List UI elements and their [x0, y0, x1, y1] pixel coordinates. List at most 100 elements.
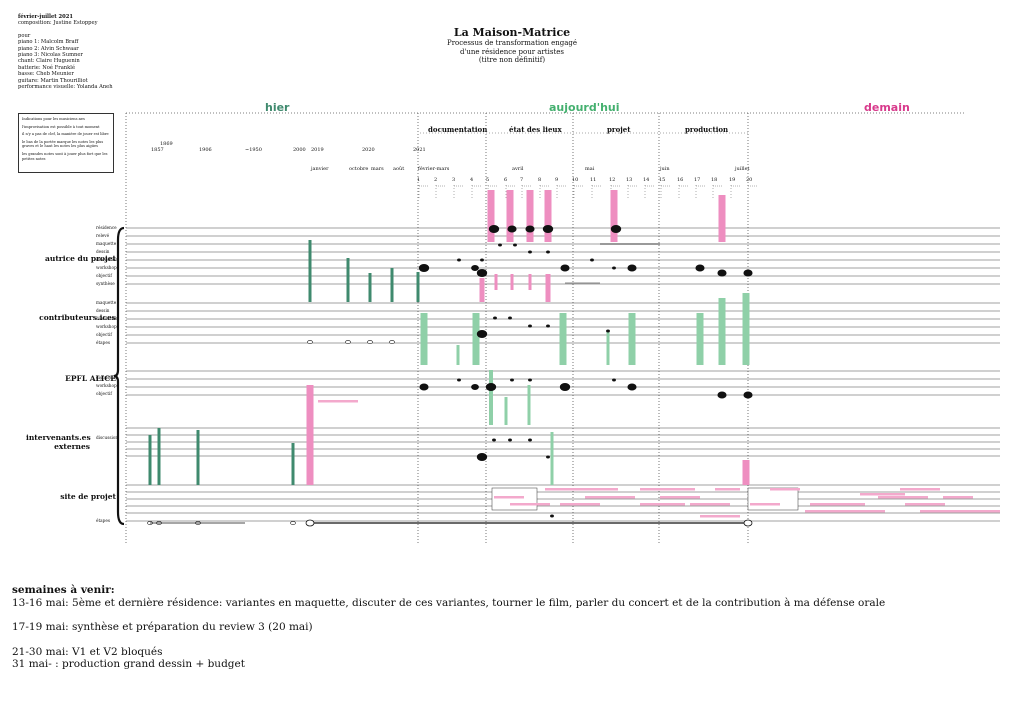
- week-number: 12: [609, 177, 616, 183]
- activity-bar: [472, 313, 480, 365]
- site-annotation-strip: [943, 496, 973, 499]
- row-label: discussion: [96, 375, 119, 380]
- credits-line: batterie: Noé Franklé: [18, 64, 76, 71]
- month-label: avril: [512, 166, 524, 172]
- note-dot: [528, 250, 532, 254]
- week-number: 18: [711, 177, 718, 183]
- note-dot: [542, 225, 554, 233]
- stage-marker: [345, 340, 351, 344]
- week-number: 20: [746, 177, 753, 183]
- note-dot: [743, 391, 753, 399]
- activity-bar: [527, 385, 531, 425]
- row-label: workshop: [96, 324, 117, 329]
- note-dot: [507, 225, 517, 233]
- era-future: demain: [864, 101, 910, 114]
- note-dot: [627, 264, 637, 272]
- row-label: étapes: [96, 340, 110, 345]
- credits-line: piano 1: Malcolm Braff: [18, 39, 79, 46]
- note-dot: [559, 383, 571, 391]
- note-dot: [508, 438, 512, 442]
- note-dot: [717, 269, 727, 277]
- row-label: relevé: [96, 233, 110, 238]
- note: l'improvisation est possible à tout mome…: [22, 124, 100, 129]
- note-dot: [471, 384, 479, 390]
- site-annotation-strip: [585, 496, 635, 499]
- note-dot: [606, 329, 610, 333]
- credits-composition: composition: Justine Estoppey: [18, 20, 98, 27]
- activity-bar: [545, 274, 551, 302]
- month-label: août: [393, 166, 405, 172]
- note-dot: [743, 269, 753, 277]
- era-present: aujourd'hui: [549, 101, 620, 114]
- week-number: 5: [486, 177, 490, 183]
- activity-bar: [489, 370, 493, 425]
- phase-projet: projet: [607, 125, 631, 134]
- annotation-box: [747, 487, 799, 511]
- credits: février-juillet 2021 composition: Justin…: [18, 14, 113, 90]
- note-dot: [513, 243, 517, 247]
- note-dot: [590, 258, 594, 262]
- year-label: 2020: [362, 147, 375, 153]
- activity-bar: [157, 428, 161, 485]
- month-label: juin: [660, 166, 670, 172]
- credits-line: basse: Cheb Meunier: [18, 71, 74, 78]
- activity-bar: [526, 190, 534, 242]
- group-contributeurs: contributeurs.ices: [39, 313, 116, 322]
- activity-bar: [696, 313, 704, 365]
- activity-bar: [306, 385, 314, 485]
- note-dot: [546, 324, 550, 328]
- week-number: 8: [538, 177, 542, 183]
- site-annotation-strip: [545, 488, 585, 491]
- activity-bar: [550, 432, 554, 485]
- stage-marker: [307, 340, 313, 344]
- row-label: objectif: [96, 273, 112, 278]
- note-dot: [457, 258, 461, 262]
- activity-bar: [559, 313, 567, 365]
- note-dot: [419, 383, 429, 391]
- activity-bar: [196, 430, 200, 485]
- week-number: 16: [677, 177, 684, 183]
- upcoming-item: 13-16 mai: 5ème et dernière résidence: v…: [12, 596, 886, 609]
- note-dot: [546, 455, 550, 459]
- row-label: discussion: [96, 316, 119, 321]
- site-annotation-strip: [905, 503, 945, 506]
- site-annotation-strip: [640, 488, 695, 491]
- year-label: 2021: [413, 147, 426, 153]
- note-dot: [550, 514, 554, 518]
- note-dot: [510, 378, 514, 382]
- week-number: 3: [452, 177, 456, 183]
- site-annotation-strip: [715, 488, 740, 491]
- stage-marker: [367, 340, 373, 344]
- page-title: La Maison-Matrice: [453, 26, 571, 39]
- note-dot: [612, 378, 616, 382]
- phase-documentation: documentation: [428, 125, 488, 134]
- upcoming-weeks: semaines à venir: 13-16 mai: 5ème et der…: [12, 584, 885, 671]
- note-dot: [528, 378, 532, 382]
- note-dot: [492, 438, 496, 442]
- activity-bar: [420, 313, 428, 365]
- note-dot: [485, 383, 497, 391]
- row-label: dessin: [96, 308, 110, 313]
- note-dot: [528, 438, 532, 442]
- row-label: synthèse: [96, 281, 115, 286]
- site-annotation-strip: [770, 488, 800, 491]
- month-label: juillet: [735, 166, 750, 172]
- activity-bar: [544, 190, 552, 242]
- site-annotation-strip: [810, 503, 865, 506]
- year-label: 1906: [199, 147, 212, 153]
- site-annotation-strip: [510, 503, 550, 506]
- activity-bar: [390, 268, 394, 302]
- credits-line: chant: Claire Huguenin: [18, 58, 80, 65]
- row-label: maquette: [96, 241, 117, 246]
- note-dot: [560, 264, 570, 272]
- stage-marker: [743, 519, 753, 527]
- subtitle-line: Processus de transformation engagé: [446, 39, 578, 47]
- site-annotation-strip: [805, 510, 885, 513]
- activity-bar: [308, 240, 312, 302]
- note-dot: [717, 391, 727, 399]
- activity-bar: [487, 190, 495, 242]
- site-annotation-strip: [860, 493, 905, 496]
- subtitle-line: d'une résidence pour artistes: [459, 47, 564, 56]
- week-number: 2: [434, 177, 438, 183]
